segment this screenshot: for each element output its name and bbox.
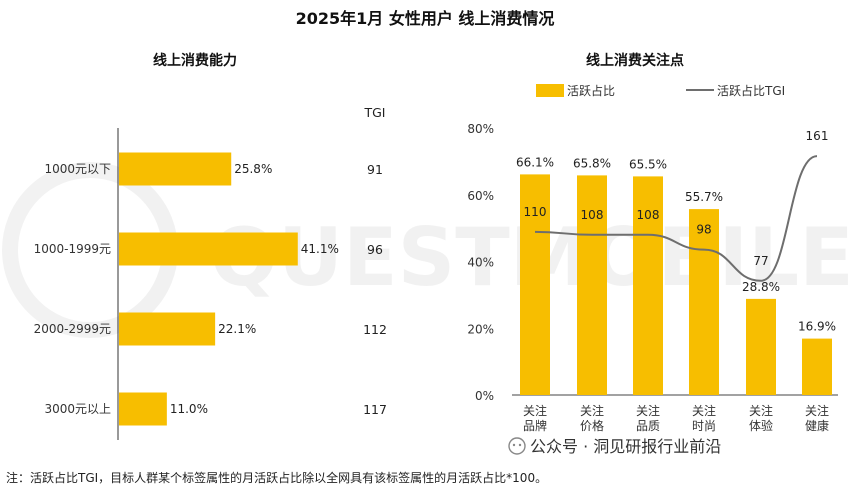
- category-label: 2000-2999元: [34, 322, 111, 336]
- bar-3: [119, 312, 216, 346]
- tgi-line: [534, 155, 818, 282]
- x-category-label: 关注: [636, 403, 660, 418]
- data-label: 25.8%: [234, 162, 272, 176]
- category-label: 1000元以下: [44, 162, 111, 176]
- right-chart-title: 线上消费关注点: [586, 52, 684, 69]
- footnote: 注：活跃占比TGI，目标人群某个标签属性的月活跃占比除以全网具有该标签属性的月活…: [6, 470, 547, 485]
- category-label: 1000-1999元: [34, 242, 111, 256]
- line-data-label: 161: [806, 129, 829, 143]
- x-category-label: 关注: [749, 403, 773, 418]
- x-category-label: 健康: [805, 418, 829, 433]
- bar-data-label: 16.9%: [798, 320, 836, 334]
- watermark-text: 公众号 · 洞见研报行业前沿: [530, 437, 721, 456]
- bar-data-label: 28.8%: [742, 280, 780, 294]
- chart-legend: 活跃占比 活跃占比TGI: [536, 83, 785, 98]
- y-tick-label: 80%: [467, 122, 494, 136]
- footer-watermark: 公众号 · 洞见研报行业前沿: [508, 437, 721, 456]
- tgi-value: 91: [367, 162, 383, 177]
- legend-bar-label: 活跃占比: [567, 83, 615, 98]
- x-category-label: 关注: [805, 403, 829, 418]
- bar-2: [119, 232, 298, 266]
- bar-6: [802, 338, 832, 395]
- x-category-label: 关注: [523, 403, 547, 418]
- x-category-label: 关注: [580, 403, 604, 418]
- bar-2: [577, 175, 607, 395]
- x-category-label: 品质: [636, 419, 660, 433]
- x-category-label: 关注: [692, 403, 716, 418]
- line-data-label: 98: [696, 223, 711, 237]
- data-label: 22.1%: [218, 322, 256, 336]
- bar-data-label: 66.1%: [516, 155, 554, 169]
- tgi-value: 112: [363, 322, 387, 337]
- bar-1: [520, 174, 550, 395]
- data-label: 41.1%: [301, 242, 339, 256]
- bar-3: [633, 176, 663, 395]
- bar-data-label: 65.8%: [573, 156, 611, 170]
- line-data-label: 77: [753, 254, 768, 268]
- line-data-label: 108: [637, 208, 660, 222]
- right-combo-chart: 0% 20% 40% 60% 80% 66.1% 65.8% 65.5% 55.7% 28.8% 1…: [467, 122, 836, 433]
- wechat-icon: [508, 437, 526, 455]
- x-category-label: 体验: [749, 418, 773, 433]
- tgi-value: 96: [367, 242, 383, 257]
- left-chart-title: 线上消费能力: [153, 52, 237, 69]
- bar-data-label: 65.5%: [629, 157, 667, 171]
- y-tick-label: 40%: [467, 256, 494, 270]
- y-tick-label: 20%: [467, 322, 494, 336]
- line-data-label: 108: [581, 208, 604, 222]
- page-title: 2025年1月 女性用户 线上消费情况: [296, 9, 555, 28]
- left-bar-chart: 1000元以下 25.8% 91 1000-1999元 41.1% 96 2000-2999…: [34, 152, 387, 426]
- line-data-label: 110: [524, 205, 547, 219]
- data-label: 11.0%: [170, 402, 208, 416]
- legend-line-label: 活跃占比TGI: [717, 83, 785, 98]
- tgi-value: 117: [363, 402, 387, 417]
- y-tick-label: 0%: [475, 389, 494, 403]
- bar-4: [689, 209, 719, 395]
- bar-1: [119, 152, 232, 186]
- legend-bar-swatch: [536, 84, 564, 97]
- tgi-header: TGI: [363, 105, 385, 120]
- category-label: 3000元以上: [44, 402, 111, 416]
- x-category-label: 价格: [580, 418, 604, 433]
- bar-4: [119, 392, 167, 426]
- bar-data-label: 55.7%: [685, 190, 723, 204]
- wechat-icon-eye: [518, 443, 522, 447]
- wechat-icon-eye: [512, 443, 516, 447]
- x-category-label: 品牌: [523, 419, 547, 433]
- y-tick-label: 60%: [467, 189, 494, 203]
- x-category-label: 时尚: [692, 419, 716, 433]
- bar-5: [746, 298, 776, 395]
